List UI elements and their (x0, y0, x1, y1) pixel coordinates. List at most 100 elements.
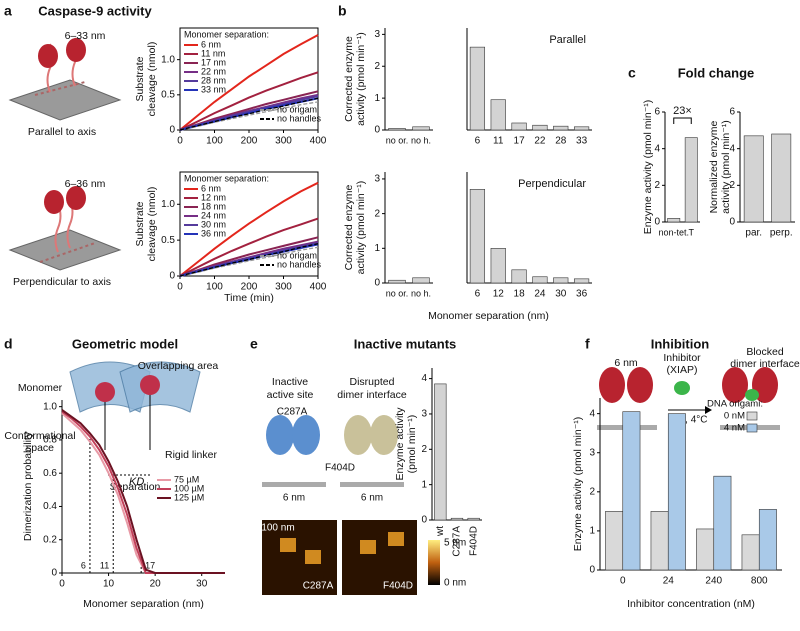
x-tick-label: 0 (177, 136, 183, 147)
y-axis-label: Substrate (134, 201, 146, 246)
bar (667, 413, 686, 571)
y-tick-label: 3 (421, 409, 427, 420)
bar (622, 411, 641, 571)
bar (713, 475, 732, 571)
x-tick-label: 18 (514, 289, 526, 300)
panel-letter: f (585, 336, 590, 352)
diagram-label: Rigid linker (165, 449, 217, 461)
x-tick-label: no h. (411, 288, 431, 298)
y-axis-label: Corrected enzyme (343, 36, 355, 122)
legend-swatch (746, 423, 758, 433)
x-tick-label: 33 (576, 136, 588, 147)
bar (469, 46, 486, 131)
x-tick-label: 200 (241, 136, 258, 147)
diagram-label: F404D (383, 581, 413, 592)
legend-label: no origami (277, 104, 319, 114)
panel-letter: e (250, 336, 258, 352)
y-axis-label: activity (pmol min⁻¹) (355, 32, 367, 126)
series-line (179, 97, 319, 131)
bar (553, 125, 569, 131)
legend-label: 30 nm (201, 219, 226, 229)
y-axis-label: Enzyme activity (pmol min⁻¹) (642, 100, 654, 234)
diagram-label: dimer interface (337, 389, 407, 401)
legend-title: DNA origami: (707, 399, 763, 410)
legend-label: 17 nm (201, 57, 226, 67)
x-tick-label: 24 (534, 289, 546, 300)
y-axis-label: (pmol min⁻¹) (406, 415, 418, 474)
y-tick-label: 0.2 (43, 534, 57, 545)
diagram-label: 6 nm (283, 493, 305, 504)
x-tick-label: F404D (468, 526, 479, 556)
series-line (179, 34, 319, 131)
y-tick-label: 0 (729, 217, 735, 228)
bar (412, 277, 430, 284)
mutant-diagram (262, 415, 440, 595)
panel-title: Fold change (678, 65, 755, 80)
diagram-label: 100 nm (261, 523, 294, 534)
legend-label: 28 nm (201, 75, 226, 85)
legend-label: 75 µM (174, 474, 199, 484)
x-tick-label: perp. (770, 228, 793, 239)
y-tick-label: 0 (374, 278, 380, 289)
bar (434, 383, 447, 521)
bar (758, 509, 777, 571)
y-tick-label: 1 (374, 243, 380, 254)
diagram-label: 6–36 nm (65, 178, 106, 190)
marker-label: 11 (100, 560, 109, 570)
x-tick-label: 300 (275, 282, 292, 293)
marker-label: 17 (145, 560, 155, 570)
geometric-diagram (69, 361, 201, 476)
y-tick-label: 0.5 (161, 235, 175, 246)
diagram-label: 6 nm (361, 493, 383, 504)
legend-title: Monomer separation: (184, 173, 269, 183)
bar (696, 528, 715, 571)
diagram-label: C287A (277, 407, 308, 418)
y-tick-label: 6 (654, 107, 660, 118)
y-tick-label: 0.5 (161, 89, 175, 100)
legend-label: 22 nm (201, 66, 226, 76)
x-tick-label: 10 (103, 579, 115, 590)
x-tick-label: 20 (150, 579, 162, 590)
x-tick-label: no h. (411, 135, 431, 145)
y-tick-label: 1.0 (161, 199, 175, 210)
legend-label: 6 nm (201, 39, 221, 49)
panel-letter: c (628, 65, 636, 81)
bar (469, 189, 486, 284)
bar (532, 124, 548, 131)
diagram-label: space (26, 442, 54, 454)
diagram-label: C287A (303, 581, 334, 592)
x-tick-label: 36 (576, 289, 588, 300)
bar (553, 277, 569, 284)
x-tick-label: 800 (751, 576, 768, 587)
bar (573, 278, 590, 284)
legend-label: 33 nm (201, 84, 226, 94)
x-tick-label: par. (745, 228, 762, 239)
panel-letter: a (4, 3, 12, 19)
inset-label: Perpendicular (518, 178, 586, 190)
x-tick-label: 0 (177, 282, 183, 293)
x-tick-label: 400 (310, 282, 327, 293)
diagram-label: Conformational (4, 430, 75, 442)
y-axis-label: cleavage (nmol) (146, 187, 158, 262)
legend-title: KD (129, 476, 144, 488)
diagram-label: F404D (325, 463, 355, 474)
x-axis-label: Inhibitor concentration (nM) (627, 598, 755, 610)
y-tick-label: 0 (51, 568, 57, 579)
annotation: 23× (673, 105, 692, 117)
y-tick-label: 3 (374, 29, 380, 40)
y-tick-label: 4 (589, 408, 595, 419)
marker-label: 6 (81, 560, 86, 570)
panel-letter: b (338, 3, 347, 19)
y-tick-label: 1.0 (161, 54, 175, 65)
x-tick-label: 12 (493, 289, 505, 300)
y-tick-label: 2 (374, 61, 380, 72)
x-tick-label: 11 (493, 136, 504, 147)
y-tick-label: 0.6 (43, 468, 57, 479)
panel-title: Caspase-9 activity (38, 3, 152, 18)
x-tick-label: 6 (475, 289, 481, 300)
diagram-label: Disrupted (350, 376, 395, 388)
y-tick-label: 1 (589, 526, 595, 537)
bracket (673, 117, 692, 124)
bar (650, 511, 669, 571)
y-tick-label: 2 (374, 208, 380, 219)
